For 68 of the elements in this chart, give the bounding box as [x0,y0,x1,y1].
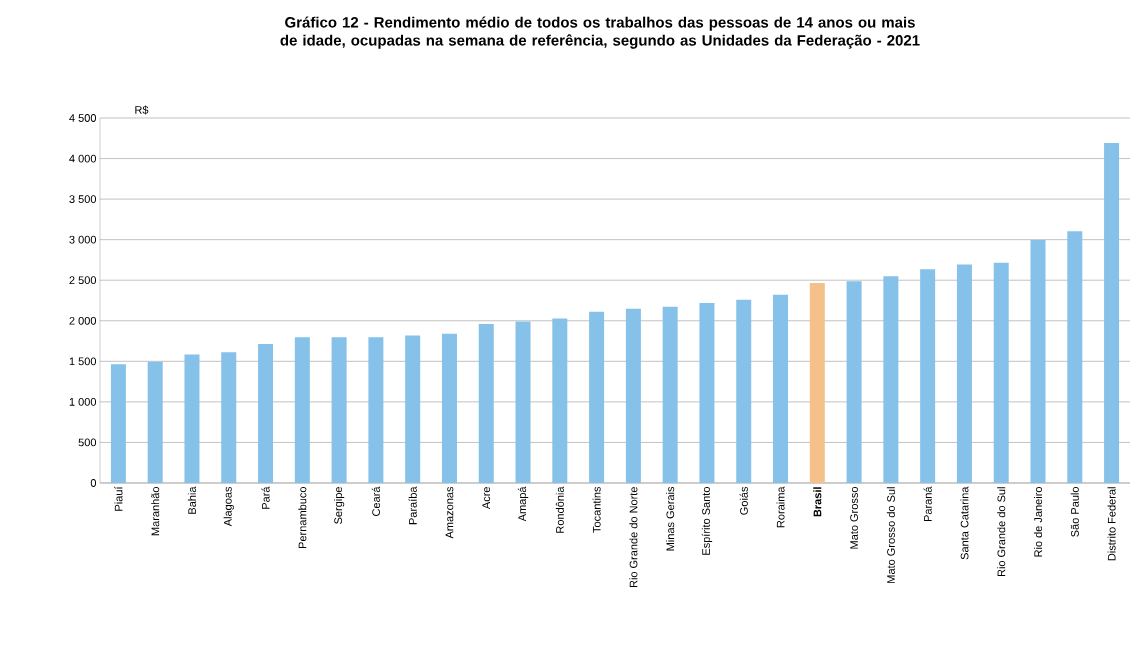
y-tick-label: 2 000 [69,316,97,325]
x-tick-label: Mato Grosso do Sul [886,487,895,583]
chart-title: Gráfico 12 - Rendimento médio de todos os trabalhos das pessoas de 14 anos ou mais de idade, ocupadas na semana de referência, segundo as Unidades da Federação - 2021 [280,16,920,49]
x-tick-label: Distrito Federal [1107,487,1116,561]
x-tick-label: Santa Catarina [960,486,969,560]
bar [405,335,421,483]
bar [147,361,163,483]
x-tick-label: Maranhão [151,487,160,536]
bar [625,308,641,483]
bar [368,337,384,483]
bar [883,276,899,483]
y-tick-label: 1 000 [69,397,97,406]
bar [956,264,972,483]
x-tick-label: Roraima [776,486,785,528]
x-tick-label: Sergipe [333,487,345,524]
bar [1104,142,1120,483]
x-tick-label: Minas Gerais [666,486,675,551]
x-tick-label: Ceará [371,486,380,516]
bar [552,318,568,483]
bar [993,262,1009,483]
x-tick-label: São Paulo [1070,487,1079,537]
x-tick-label: Rio Grande do Norte [629,487,638,588]
x-tick-label: Alagoas [223,486,234,527]
bar [809,282,825,483]
bar [736,299,752,483]
y-tick-label: 3 000 [69,235,97,244]
bar [478,324,494,483]
x-tick-label: Paraíba [408,486,417,525]
y-tick-label: 500 [78,438,97,447]
x-tick-label: Bahia [187,486,197,514]
bar [699,303,715,483]
bar [515,321,531,483]
bar [589,311,605,483]
bar [110,364,126,483]
y-tick-label: 3 500 [69,195,97,203]
x-tick-label: Rio Grande do Sul [997,487,1006,577]
y-axis-title: R$ [135,105,149,115]
bar [846,281,862,483]
x-tick-label: Tocantins [592,486,601,533]
x-tick-label: Piauí [114,486,123,511]
bar [920,269,936,483]
bar [184,354,200,483]
bar [773,294,789,483]
x-tick-label: Rio de Janeiro [1033,487,1043,557]
x-tick-label: Rondônia [555,486,564,533]
y-tick-label: 4 000 [69,154,97,163]
bar [331,337,347,483]
y-tick-label: 1 500 [69,357,97,366]
y-tick-label: 0 [90,479,97,487]
x-tick-label: Pernambuco [298,487,307,548]
x-tick-label: Pará [261,486,270,509]
x-tick-label: Espírito Santo [701,487,713,555]
bar [1067,231,1083,483]
y-tick-label: 4 500 [69,114,97,122]
y-tick-label: 2 500 [69,276,97,285]
x-tick-label: Amapá [517,486,529,522]
bar [1030,239,1046,483]
bar [221,352,237,483]
x-tick-label: Paraná [923,486,932,522]
x-tick-label: Mato Grosso [850,487,858,549]
bar [441,333,457,483]
x-tick-label: Acre [482,487,491,510]
x-tick-label: Amazonas [445,486,454,539]
x-tick-label: Brasil [813,487,822,517]
bar [662,306,678,483]
bar [294,337,310,483]
bar [258,343,274,483]
x-tick-label: Goiás [739,486,748,515]
